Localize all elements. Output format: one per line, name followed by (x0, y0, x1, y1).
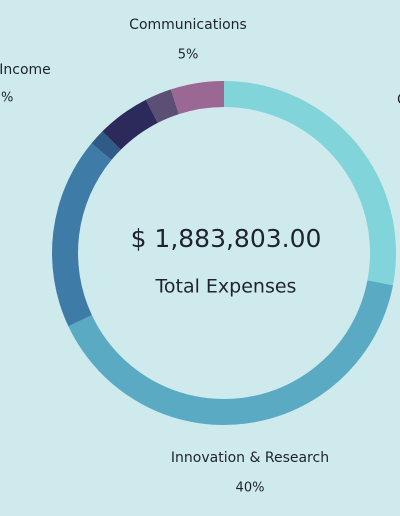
segment-percent: 5% (0, 91, 13, 106)
donut-segment (68, 280, 393, 426)
donut-segment (170, 81, 224, 115)
segment-label: C (397, 92, 400, 108)
donut-segment (224, 81, 396, 286)
donut-segment (145, 89, 179, 123)
donut-segment (102, 99, 158, 150)
donut-segment (51, 143, 112, 327)
segment-percent: 40% (236, 481, 265, 496)
segment-label: Communications (129, 17, 247, 33)
center-value: $ 1,883,803.00 (131, 224, 322, 253)
segment-label: Innovation & Research (171, 450, 329, 466)
segment-percent: 5% (178, 48, 199, 63)
center-label: Total Expenses (155, 276, 297, 298)
donut-segment (91, 131, 121, 160)
segment-label: Income (0, 62, 51, 78)
